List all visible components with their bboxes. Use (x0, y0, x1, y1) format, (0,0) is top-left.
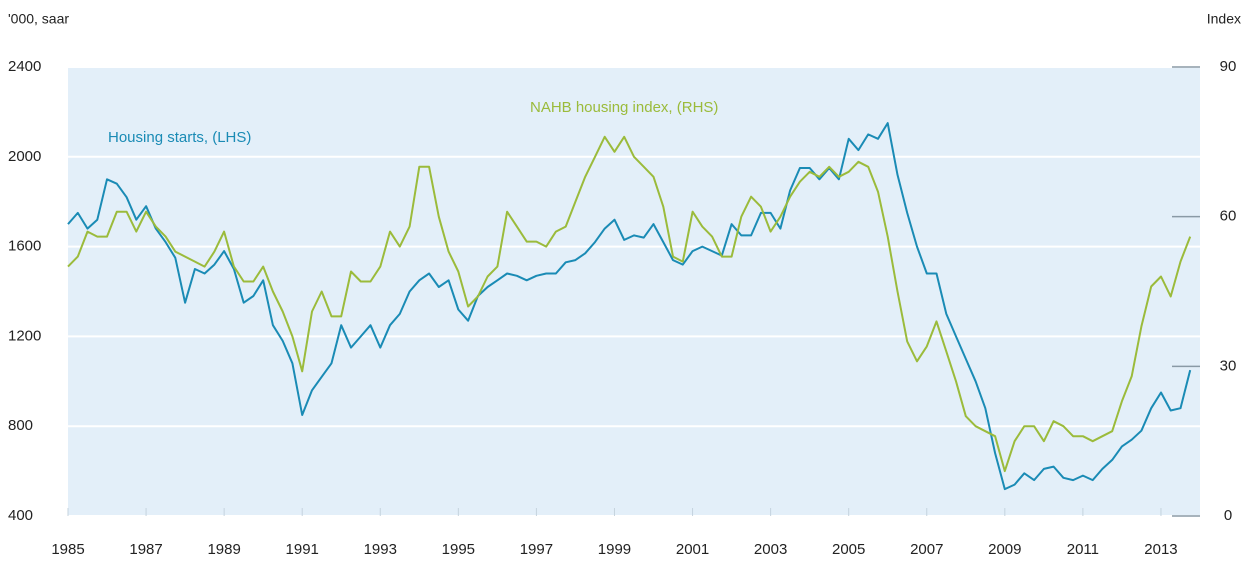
x-tick-label: 1987 (129, 541, 162, 558)
x-tick-label: 1999 (598, 541, 631, 558)
x-tick-label: 1997 (520, 541, 553, 558)
series-line (67, 135, 1192, 473)
y-tick-label: 2400 (8, 58, 41, 75)
y2-tick-label: 0 (1224, 507, 1232, 524)
x-tick-label: 2007 (910, 541, 943, 558)
x-tick-label: 2003 (754, 541, 787, 558)
x-tick-label: 2011 (1067, 541, 1099, 558)
x-tick-label: 2005 (832, 541, 865, 558)
y-tick-label: 1200 (8, 327, 41, 344)
x-tick-label: 1985 (51, 541, 84, 558)
y-tick-label: 2000 (8, 148, 41, 165)
y-tick-label: 800 (8, 417, 33, 434)
x-tick-label: 2013 (1144, 541, 1177, 558)
y2-tick-label: 60 (1220, 208, 1237, 225)
x-tick-label: 1991 (286, 541, 319, 558)
x-tick-label: 1995 (442, 541, 475, 558)
y-axis-label: '000, saar (8, 11, 69, 27)
y-tick-label: 1600 (8, 238, 41, 255)
x-tick-label: 1993 (364, 541, 397, 558)
y2-tick-label: 90 (1220, 58, 1237, 75)
series-label: Housing starts, (LHS) (108, 129, 251, 146)
x-tick-label: 2001 (676, 541, 709, 558)
x-tick-label: 1989 (207, 541, 240, 558)
series-label: NAHB housing index, (RHS) (530, 99, 718, 116)
x-tick-label: 2009 (988, 541, 1021, 558)
series-line (67, 122, 1192, 491)
y2-axis-label: Index (1207, 11, 1241, 27)
y-tick-label: 400 (8, 507, 33, 524)
y2-tick-label: 30 (1220, 357, 1237, 374)
